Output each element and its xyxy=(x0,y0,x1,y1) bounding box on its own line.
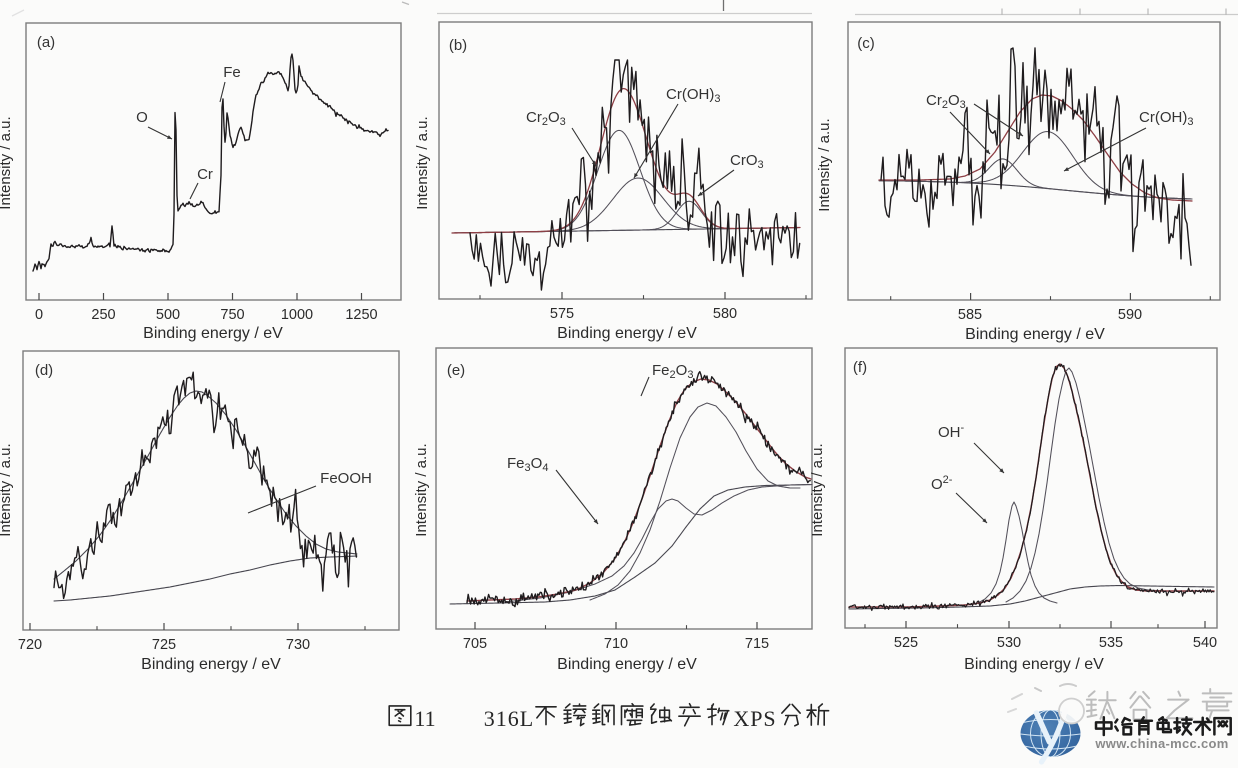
svg-text:Cr(OH)3: Cr(OH)3 xyxy=(1139,109,1193,128)
svg-text:590: 590 xyxy=(1118,307,1142,323)
svg-text:1250: 1250 xyxy=(345,307,377,323)
svg-text:Intensity / a.u.: Intensity / a.u. xyxy=(0,443,14,536)
svg-text:Cr2O3: Cr2O3 xyxy=(926,92,966,111)
svg-text:OH-: OH- xyxy=(938,422,965,441)
svg-text:Cr(OH)3: Cr(OH)3 xyxy=(666,86,720,105)
svg-text:(f): (f) xyxy=(853,359,867,376)
svg-text:Fe2O3: Fe2O3 xyxy=(652,362,693,381)
svg-text:(b): (b) xyxy=(449,37,467,54)
svg-text:750: 750 xyxy=(220,307,244,323)
svg-text:535: 535 xyxy=(1099,635,1123,651)
svg-text:0: 0 xyxy=(35,307,43,323)
svg-text:540: 540 xyxy=(1193,635,1217,651)
svg-text:500: 500 xyxy=(156,307,180,323)
svg-text:O2-: O2- xyxy=(931,474,953,493)
svg-text:530: 530 xyxy=(997,635,1021,651)
svg-text:580: 580 xyxy=(713,306,737,322)
svg-text:Binding energy / eV: Binding energy / eV xyxy=(964,656,1104,673)
svg-text:Intensity / a.u.: Intensity / a.u. xyxy=(816,118,833,211)
svg-text:525: 525 xyxy=(894,635,918,651)
svg-text:1000: 1000 xyxy=(281,307,313,323)
svg-text:Binding energy / eV: Binding energy / eV xyxy=(965,326,1105,343)
svg-text:Binding energy / eV: Binding energy / eV xyxy=(557,656,697,673)
svg-text:FeOOH: FeOOH xyxy=(320,470,372,487)
svg-text:(e): (e) xyxy=(447,362,465,379)
svg-text:Cr: Cr xyxy=(197,166,213,183)
svg-text:11: 11 xyxy=(414,706,435,731)
svg-text:(d): (d) xyxy=(35,362,53,379)
svg-text:575: 575 xyxy=(550,306,574,322)
svg-text:Fe: Fe xyxy=(223,64,241,81)
svg-text:715: 715 xyxy=(745,636,769,652)
svg-text:710: 710 xyxy=(604,636,628,652)
svg-text:(c): (c) xyxy=(857,35,875,52)
svg-text:(a): (a) xyxy=(37,34,55,51)
svg-text:705: 705 xyxy=(463,636,487,652)
svg-text:CrO3: CrO3 xyxy=(730,152,764,171)
svg-text:Intensity / a.u.: Intensity / a.u. xyxy=(0,116,14,209)
svg-text:O: O xyxy=(136,109,148,126)
svg-text:250: 250 xyxy=(91,307,115,323)
svg-text:Intensity / a.u.: Intensity / a.u. xyxy=(809,443,826,536)
svg-text:Fe3O4: Fe3O4 xyxy=(507,455,548,474)
svg-text:Intensity / a.u.: Intensity / a.u. xyxy=(413,443,430,536)
svg-text:316L: 316L xyxy=(484,706,534,731)
svg-text:Cr2O3: Cr2O3 xyxy=(526,109,566,128)
svg-text:585: 585 xyxy=(958,307,982,323)
svg-text:XPS: XPS xyxy=(733,706,776,731)
svg-text:Binding energy / eV: Binding energy / eV xyxy=(143,325,283,342)
svg-text:730: 730 xyxy=(286,637,310,653)
svg-text:www.china-mcc.com: www.china-mcc.com xyxy=(1094,736,1228,751)
svg-text:Binding energy / eV: Binding energy / eV xyxy=(557,325,697,342)
svg-text:720: 720 xyxy=(18,637,42,653)
svg-text:Binding energy / eV: Binding energy / eV xyxy=(141,656,281,673)
svg-text:Intensity / a.u.: Intensity / a.u. xyxy=(414,116,431,209)
svg-text:725: 725 xyxy=(152,637,176,653)
